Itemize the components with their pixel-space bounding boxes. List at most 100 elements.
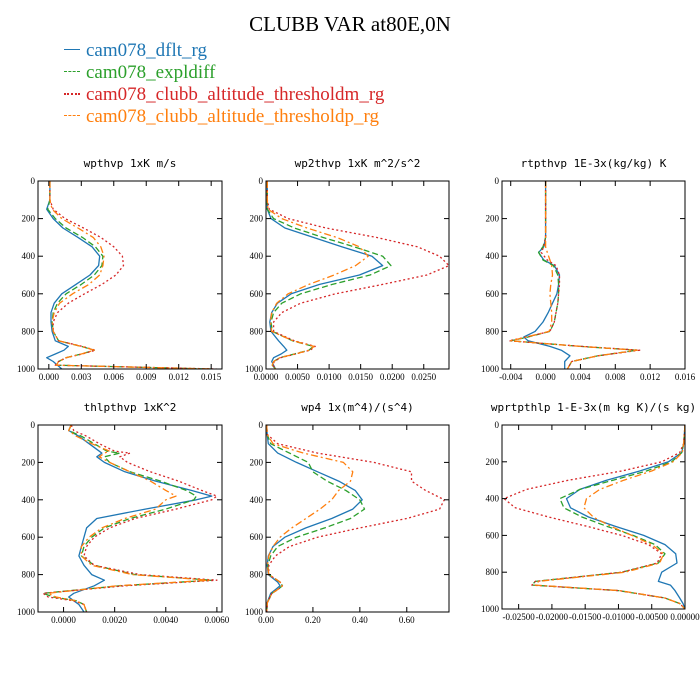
x-tick-label: -0.004 — [499, 372, 523, 382]
x-tick-label: 0.20 — [305, 615, 321, 625]
series-line-cam078_clubb_altitude_thresholdp_rg — [49, 181, 212, 369]
x-tick-label: 0.0150 — [348, 372, 373, 382]
x-tick-label: 0.000 — [39, 372, 60, 382]
x-tick-label: 0.0020 — [102, 615, 127, 625]
x-tick-label: -0.01000 — [602, 612, 635, 622]
series-group — [266, 181, 449, 369]
chart-panel: wp4 1x(m^4)/(s^4) 0.00 0.20 0.40 0.60 0 200 400… — [245, 401, 450, 625]
x-tick-label: 0.00000 — [670, 612, 700, 622]
series-group — [46, 181, 217, 369]
x-tick-label: -0.02500 — [503, 612, 536, 622]
y-tick-label: 0 — [31, 420, 36, 430]
series-line-cam078_clubb_altitude_thresholdp_rg — [266, 425, 354, 612]
legend-item: cam078_clubb_altitude_thresholdp_rg — [64, 106, 384, 128]
y-tick-label: 200 — [22, 457, 36, 467]
x-tick-label: -0.02000 — [536, 612, 569, 622]
series-line-cam078_clubb_altitude_thresholdp_rg — [266, 181, 369, 369]
legend-swatch — [64, 115, 80, 117]
series-line-cam078_clubb_altitude_thresholdm_rg — [266, 181, 449, 369]
series-line-cam078_dflt_rg — [523, 181, 571, 369]
x-tick-label: 0.012 — [169, 372, 189, 382]
chart-panel: wpthvp 1xK m/s 0.000 0.003 0.006 0.009 0.012 0… — [17, 157, 223, 382]
y-tick-label: 1000 — [245, 607, 264, 617]
series-line-cam078_clubb_altitude_thresholdm_rg — [42, 425, 218, 612]
series-line-cam078_expldiff — [531, 425, 685, 609]
x-tick-label: 0.0040 — [153, 615, 178, 625]
legend-swatch — [64, 92, 80, 95]
series-line-cam078_dflt_rg — [46, 181, 101, 369]
y-tick-label: 600 — [250, 532, 264, 542]
y-tick-label: 0 — [259, 420, 264, 430]
chart-panel: rtpthvp 1E-3x(kg/kg) K -0.004 0.000 0.004 0.… — [481, 157, 696, 382]
plot-frame — [501, 180, 686, 370]
y-tick-label: 400 — [250, 251, 264, 261]
series-line-cam078_dflt_rg — [266, 181, 384, 369]
x-tick-label: 0.60 — [399, 615, 415, 625]
chart-title: wp2thvp 1xK m^2/s^2 — [295, 157, 421, 170]
y-tick-label: 1000 — [245, 364, 264, 374]
x-tick-label: 0.0050 — [285, 372, 310, 382]
series-line-cam078_clubb_altitude_thresholdm_rg — [266, 425, 445, 612]
y-tick-label: 800 — [486, 326, 500, 336]
legend: cam078_dflt_rg cam078_expldiff cam078_cl… — [64, 40, 384, 128]
y-tick-label: 600 — [22, 289, 36, 299]
x-tick-label: 0.012 — [640, 372, 660, 382]
x-tick-label: 0.016 — [675, 372, 696, 382]
chart-panel: wprtpthlp 1-E-3x(m kg K)/(s kg)-0.02500-… — [481, 401, 700, 622]
x-tick-label: 0.004 — [570, 372, 591, 382]
legend-label: cam078_clubb_altitude_thresholdp_rg — [86, 106, 380, 127]
legend-item: cam078_clubb_altitude_thresholdm_rg — [64, 84, 384, 106]
x-tick-label: 0.00 — [258, 615, 274, 625]
y-tick-label: 200 — [486, 457, 500, 467]
chart-panel: wp2thvp 1xK m^2/s^2 0.0000 0.0050 0.0100 0.0… — [245, 157, 450, 382]
series-group — [42, 425, 218, 612]
x-tick-label: 0.006 — [104, 372, 125, 382]
plot-frame — [37, 424, 223, 613]
x-tick-label: 0.003 — [71, 372, 92, 382]
y-tick-label: 200 — [486, 214, 500, 224]
x-tick-label: 0.0060 — [205, 615, 230, 625]
y-tick-label: 600 — [22, 532, 36, 542]
page-title: CLUBB VAR at80E,0N — [249, 12, 451, 36]
y-tick-label: 0 — [495, 420, 500, 430]
series-group — [503, 425, 685, 609]
series-line-cam078_dflt_rg — [565, 425, 685, 609]
legend-swatch — [64, 71, 80, 73]
y-tick-label: 600 — [486, 530, 500, 540]
y-tick-label: 800 — [486, 567, 500, 577]
plot-frame — [265, 180, 450, 370]
y-tick-label: 1000 — [17, 364, 36, 374]
series-line-cam078_clubb_altitude_thresholdp_rg — [510, 181, 638, 369]
series-line-cam078_expldiff — [266, 425, 366, 612]
y-tick-label: 800 — [22, 570, 36, 580]
legend-item: cam078_dflt_rg — [64, 40, 384, 62]
x-tick-label: -0.01500 — [569, 612, 602, 622]
chart-title: wp4 1x(m^4)/(s^4) — [301, 401, 414, 414]
legend-label: cam078_expldiff — [86, 62, 216, 83]
chart-title: rtpthvp 1E-3x(kg/kg) K — [521, 157, 667, 170]
series-line-cam078_expldiff — [47, 181, 212, 369]
series-line-cam078_clubb_altitude_thresholdm_rg — [503, 425, 685, 609]
x-tick-label: 0.0000 — [254, 372, 279, 382]
series-group — [508, 181, 641, 369]
y-tick-label: 800 — [250, 570, 264, 580]
y-tick-label: 200 — [22, 214, 36, 224]
x-tick-label: 0.0250 — [411, 372, 436, 382]
legend-swatch — [64, 49, 80, 51]
x-tick-label: -0.00500 — [636, 612, 669, 622]
y-tick-label: 400 — [250, 495, 264, 505]
plot-frame — [501, 424, 686, 610]
legend-item: cam078_expldiff — [64, 62, 384, 84]
y-tick-label: 400 — [22, 251, 36, 261]
plot-frame — [37, 180, 223, 370]
x-tick-label: 0.0000 — [51, 615, 76, 625]
series-line-cam078_clubb_altitude_thresholdp_rg — [47, 425, 210, 612]
chart-panel: thlpthvp 1xK^2 0.0000 0.0020 0.0040 0.0060 0 2… — [17, 401, 230, 625]
y-tick-label: 600 — [486, 289, 500, 299]
y-tick-label: 1000 — [481, 364, 500, 374]
x-tick-label: 0.000 — [535, 372, 556, 382]
y-tick-label: 400 — [486, 494, 500, 504]
legend-label: cam078_clubb_altitude_thresholdm_rg — [86, 84, 385, 105]
y-tick-label: 800 — [22, 326, 36, 336]
